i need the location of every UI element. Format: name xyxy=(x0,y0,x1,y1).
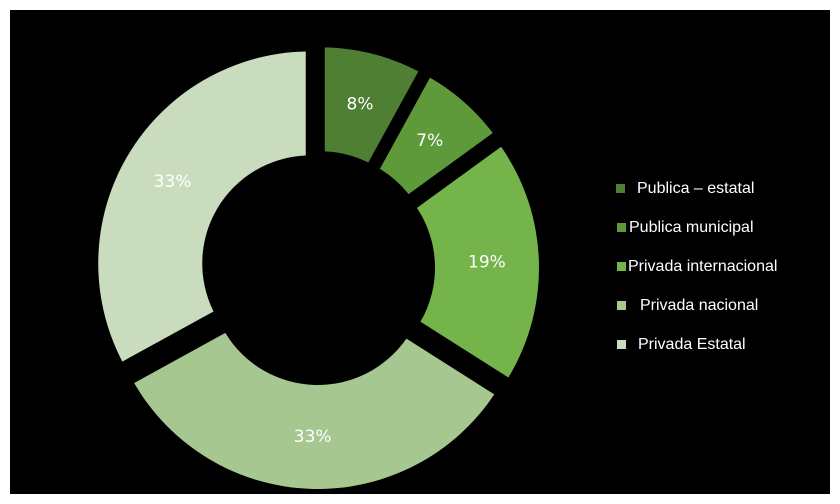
legend-item-privada-internacional: Privada internacional xyxy=(617,257,777,276)
legend-label: Publica – estatal xyxy=(637,179,755,197)
slice-privada-internacional xyxy=(416,146,539,378)
legend-swatch xyxy=(617,340,626,349)
legend-item-publica-municipal: Publica municipal xyxy=(617,218,777,237)
legend-label: Privada Estatal xyxy=(638,335,746,353)
legend-item-publica-estatal: Publica – estatal xyxy=(616,179,777,198)
slice-label-publica-municipal: 7% xyxy=(416,131,443,151)
legend-item-privada-estatal: Privada Estatal xyxy=(617,335,777,354)
slice-privada-estatal xyxy=(98,51,306,362)
slice-label-privada-internacional: 19% xyxy=(468,253,506,273)
slice-privada-nacional xyxy=(134,332,495,489)
slice-label-privada-estatal: 33% xyxy=(154,172,192,192)
chart-area: 8% 7% 19% 33% 33% Publica – estatal Publica … xyxy=(10,10,830,494)
slice-publica-estatal xyxy=(324,47,419,163)
slice-label-publica-estatal: 8% xyxy=(347,94,374,114)
donut-chart: 8% 7% 19% 33% 33% xyxy=(98,47,539,489)
legend-label: Privada nacional xyxy=(640,296,759,314)
legend: Publica – estatal Publica municipal Priv… xyxy=(616,179,777,374)
legend-swatch xyxy=(617,262,626,271)
slice-publica-municipal xyxy=(379,77,493,195)
slice-label-privada-nacional: 33% xyxy=(294,427,332,447)
legend-label: Publica municipal xyxy=(629,218,754,236)
legend-swatch xyxy=(617,301,626,310)
legend-swatch xyxy=(616,184,625,193)
legend-label: Privada internacional xyxy=(628,257,778,275)
legend-swatch xyxy=(617,223,626,232)
legend-item-privada-nacional: Privada nacional xyxy=(617,296,777,315)
